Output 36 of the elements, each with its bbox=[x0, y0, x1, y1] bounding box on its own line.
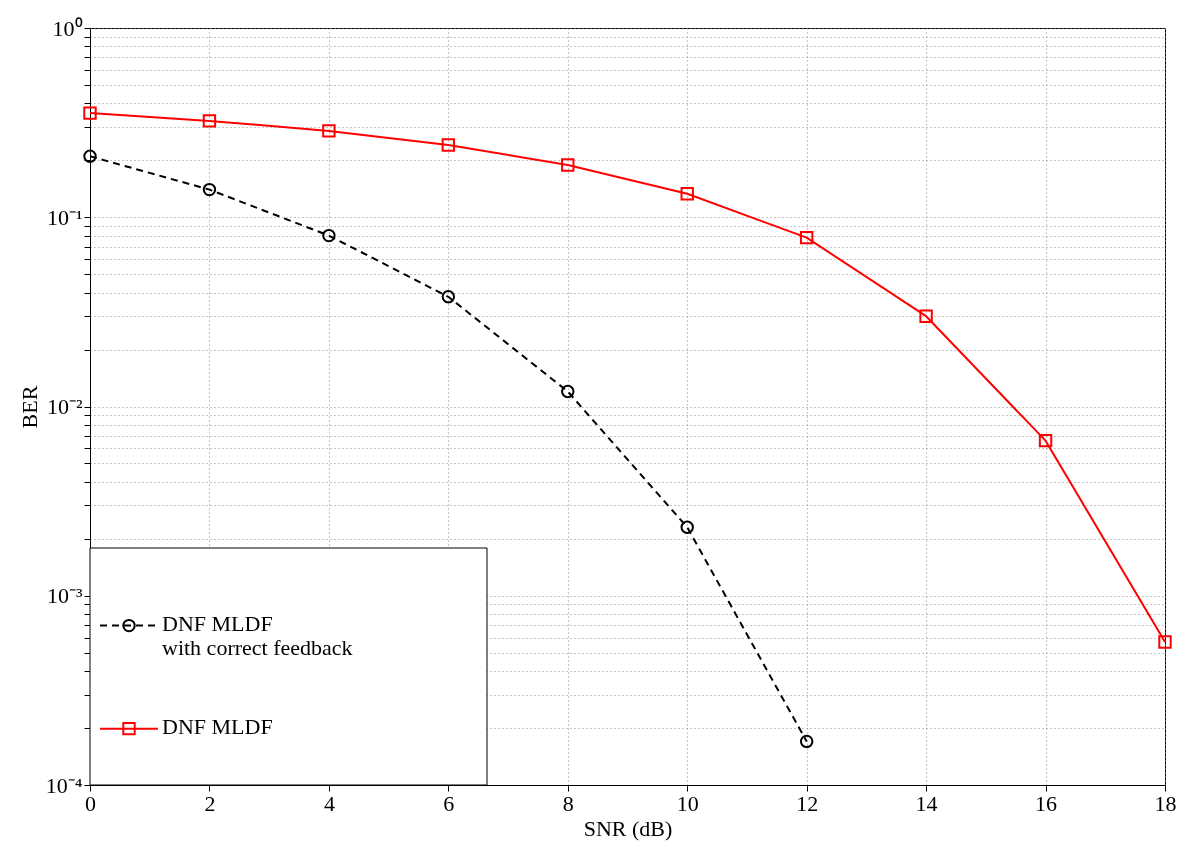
point bbox=[680, 187, 694, 201]
point bbox=[919, 309, 933, 323]
x-tick-label: 18 bbox=[1154, 790, 1177, 816]
y-tick-label: 10⁻³ bbox=[46, 583, 83, 609]
point bbox=[83, 106, 97, 120]
point bbox=[561, 158, 575, 172]
x-tick-label: 6 bbox=[443, 790, 455, 816]
legend-label: DNF MLDF with correct feedback bbox=[162, 610, 353, 660]
y-tick-label: 10⁻⁴ bbox=[45, 772, 83, 798]
point bbox=[441, 138, 456, 152]
point bbox=[680, 520, 694, 534]
point bbox=[1158, 635, 1172, 649]
point bbox=[441, 290, 456, 304]
x-axis-title: SNR (dB) bbox=[583, 815, 673, 841]
point bbox=[561, 384, 575, 399]
x-tick-label: 14 bbox=[915, 790, 938, 816]
x-tick-label: 10 bbox=[676, 790, 699, 816]
point bbox=[322, 228, 336, 243]
y-axis-title: BER bbox=[16, 385, 42, 429]
x-tick-label: 12 bbox=[796, 790, 819, 816]
y-tick-label: 10⁰ bbox=[52, 15, 83, 41]
legend-label: DNF MLDF bbox=[162, 713, 273, 739]
x-tick-label: 0 bbox=[85, 790, 96, 816]
point bbox=[83, 149, 97, 163]
x-tick-label: 8 bbox=[562, 790, 574, 816]
x-tick-label: 2 bbox=[204, 790, 216, 816]
point bbox=[202, 182, 217, 197]
x-tick-label: 16 bbox=[1035, 790, 1058, 816]
point bbox=[322, 124, 336, 138]
x-tick-label: 4 bbox=[323, 790, 335, 816]
point bbox=[1038, 433, 1053, 448]
point bbox=[799, 734, 814, 749]
y-tick-label: 10⁻¹ bbox=[46, 204, 83, 230]
y-tick-label: 10⁻² bbox=[46, 394, 83, 419]
point bbox=[799, 230, 814, 245]
point bbox=[202, 114, 217, 128]
